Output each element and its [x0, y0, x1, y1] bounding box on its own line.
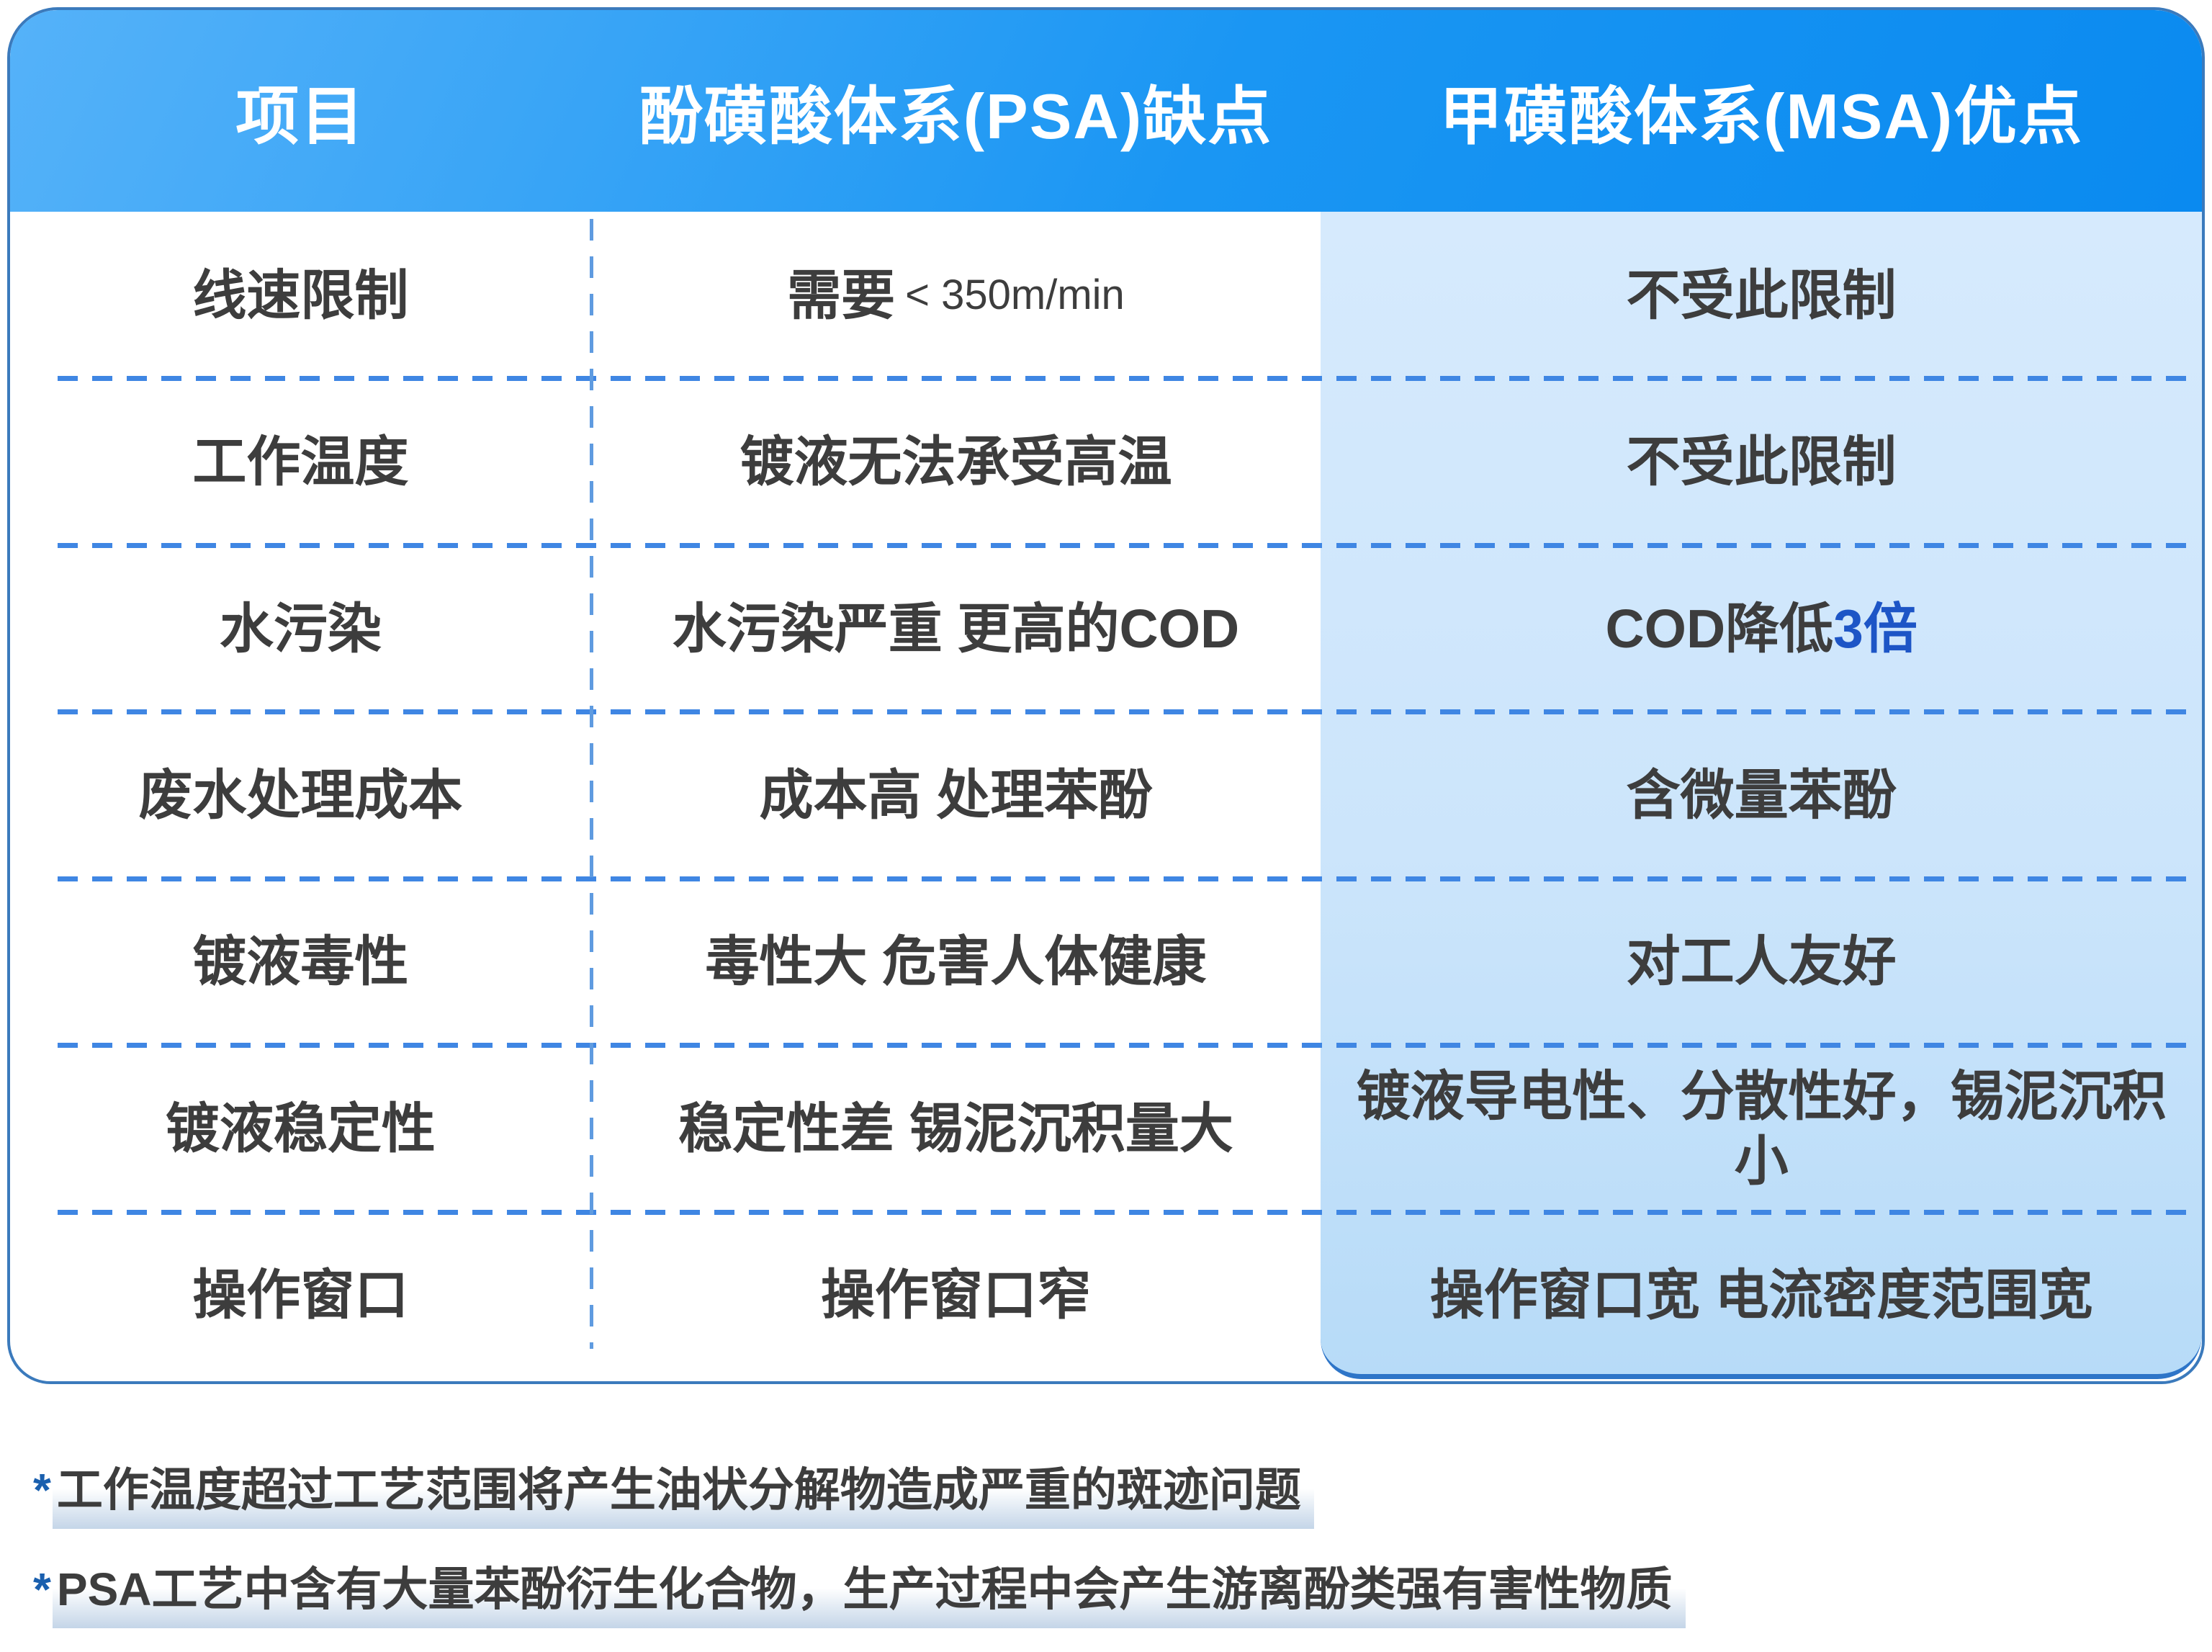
cell-msa-row1: 不受此限制 — [1321, 378, 2202, 544]
cell-item-row3: 废水处理成本 — [138, 764, 463, 825]
header-cell-item: 项目 — [235, 80, 366, 152]
footnote-1: * 工作温度超过工艺范围将产生油状分解物造成严重的斑迹问题 — [33, 1453, 2198, 1529]
msa-accent-text: 3倍 — [1833, 598, 1917, 659]
cell-msa-row5: 镀液导电性、分散性好，锡泥沉积小 — [1321, 1045, 2202, 1211]
cell-item-row0: 线速限制 — [192, 264, 409, 326]
psa-text: 毒性大 危害人体健康 — [705, 931, 1207, 992]
msa-text: 不受此限制 — [1626, 431, 1897, 493]
psa-text: 成本高 处理苯酚 — [759, 764, 1153, 825]
msa-text: 对工人友好 — [1626, 931, 1897, 992]
row-divider — [58, 542, 2186, 548]
cell-item-row6: 操作窗口 — [192, 1265, 409, 1326]
msa-text: COD降低 — [1605, 598, 1834, 659]
cell-item-row2: 水污染 — [219, 598, 382, 659]
row-divider — [58, 876, 2186, 881]
msa-text: 不受此限制 — [1626, 264, 1897, 326]
psa-note: < 350m/min — [905, 271, 1125, 318]
cell-psa-row3: 成本高 处理苯酚 — [591, 711, 1321, 878]
footnote-text: 工作温度超过工艺范围将产生油状分解物造成严重的斑迹问题 — [52, 1460, 1314, 1529]
table-header-row: 项目 酚磺酸体系(PSA)缺点 甲磺酸体系(MSA)优点 — [10, 10, 2202, 212]
row-divider — [58, 1209, 2186, 1215]
cell-psa-row4: 毒性大 危害人体健康 — [591, 879, 1321, 1045]
footnotes: * 工作温度超过工艺范围将产生油状分解物造成严重的斑迹问题 * PSA工艺中含有大量… — [33, 1453, 2198, 1652]
footnote-2: * PSA工艺中含有大量苯酚衍生化合物，生产过程中会产生游离酚类强有害性物质 — [33, 1553, 2198, 1628]
cell-psa-row5: 稳定性差 锡泥沉积量大 — [591, 1045, 1321, 1211]
cell-msa-row0: 不受此限制 — [1321, 212, 2202, 378]
psa-text: 水污染严重 更高的COD — [672, 598, 1240, 659]
cell-psa-row2: 水污染严重 更高的COD — [591, 545, 1321, 711]
cell-psa-row0: 需要 < 350m/min — [591, 212, 1321, 378]
row-divider — [58, 376, 2186, 382]
cell-msa-row2: COD降低 3倍 — [1321, 545, 2202, 711]
psa-text: 镀液无法承受高温 — [739, 431, 1172, 493]
msa-text: 镀液导电性、分散性好，锡泥沉积小 — [1356, 1065, 2167, 1191]
column-divider — [589, 219, 593, 1349]
psa-text: 需要 — [787, 264, 896, 326]
table-body: 线速限制 需要 < 350m/min 不受此限制 工作温度 镀液无法承受高温 不受… — [10, 212, 2202, 1378]
msa-text: 含微量苯酚 — [1626, 764, 1897, 825]
footnote-text: PSA工艺中含有大量苯酚衍生化合物，生产过程中会产生游离酚类强有害性物质 — [52, 1559, 1686, 1628]
row-divider — [58, 1043, 2186, 1049]
cell-msa-row4: 对工人友好 — [1321, 879, 2202, 1045]
msa-highlight-panel — [1321, 210, 2202, 1379]
cell-item-row1: 工作温度 — [192, 431, 409, 493]
cell-psa-row1: 镀液无法承受高温 — [591, 378, 1321, 544]
psa-text: 操作窗口窄 — [820, 1265, 1091, 1326]
header-cell-psa: 酚磺酸体系(PSA)缺点 — [639, 80, 1273, 152]
header-cell-msa: 甲磺酸体系(MSA)优点 — [1439, 80, 2084, 152]
cell-psa-row6: 操作窗口窄 — [591, 1212, 1321, 1378]
cell-msa-row3: 含微量苯酚 — [1321, 711, 2202, 878]
psa-text: 稳定性差 锡泥沉积量大 — [678, 1097, 1233, 1159]
cell-msa-row6: 操作窗口宽 电流密度范围宽 — [1321, 1212, 2202, 1378]
asterisk-marker: * — [33, 1563, 51, 1615]
msa-text: 操作窗口宽 电流密度范围宽 — [1429, 1265, 2093, 1326]
psa-msa-comparison-table: 项目 酚磺酸体系(PSA)缺点 甲磺酸体系(MSA)优点 线速限制 需要 < 35… — [7, 7, 2205, 1384]
asterisk-marker: * — [33, 1464, 51, 1516]
cell-item-row5: 镀液稳定性 — [165, 1097, 436, 1159]
row-divider — [58, 709, 2186, 715]
cell-item-row4: 镀液毒性 — [192, 931, 409, 992]
